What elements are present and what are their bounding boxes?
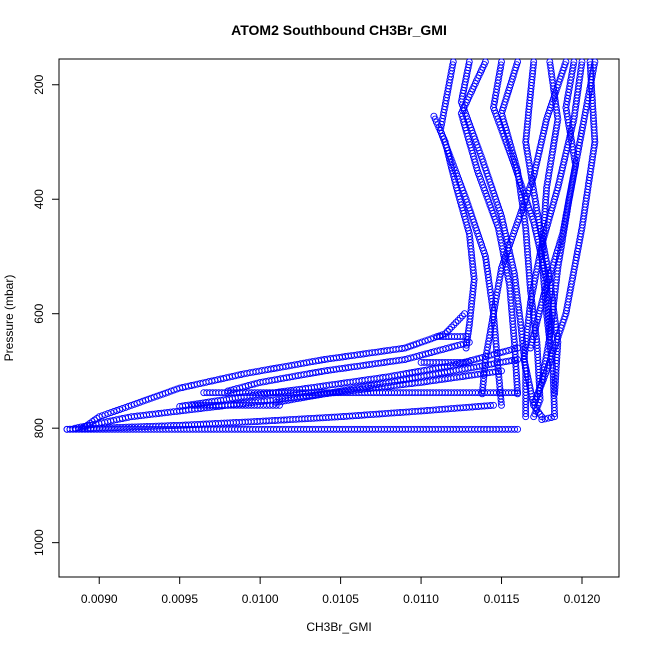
data-point — [101, 411, 109, 419]
data-point — [544, 414, 552, 422]
profile-series — [433, 333, 470, 341]
x-tick-label: 0.0105 — [322, 592, 359, 606]
profile-series — [430, 112, 478, 352]
data-point — [489, 210, 497, 217]
y-tick-label: 600 — [32, 303, 46, 323]
data-point — [457, 98, 465, 106]
data-point — [536, 410, 544, 418]
data-point — [110, 408, 118, 415]
data-point — [448, 323, 456, 331]
profile-series — [200, 389, 522, 397]
data-point — [471, 135, 479, 143]
y-tick-label: 1000 — [32, 529, 46, 556]
data-point — [497, 398, 505, 406]
chart-title: ATOM2 Southbound CH3Br_GMI — [231, 22, 447, 38]
data-point — [530, 413, 538, 421]
data-point — [476, 172, 483, 180]
data-point — [534, 390, 542, 398]
data-point — [543, 367, 551, 375]
data-point — [446, 325, 453, 333]
data-point — [127, 401, 135, 409]
data-point — [539, 376, 547, 383]
data-point — [546, 330, 554, 338]
data-point — [272, 401, 280, 409]
data-point — [107, 409, 115, 417]
data-point — [501, 135, 509, 143]
data-point — [551, 390, 559, 398]
data-point — [450, 321, 458, 329]
profile-series — [63, 425, 522, 433]
y-tick-label: 800 — [32, 418, 46, 438]
profile-series — [189, 401, 283, 409]
x-tick-label: 0.0100 — [242, 592, 279, 606]
data-point — [113, 407, 121, 414]
data-point — [256, 401, 264, 409]
y-axis-label: Pressure (mbar) — [2, 275, 16, 362]
data-point — [456, 314, 464, 322]
data-point — [125, 402, 132, 410]
x-tick-label: 0.0120 — [564, 592, 601, 606]
data-point — [88, 418, 96, 426]
data-point — [538, 378, 546, 386]
data-point — [511, 389, 519, 397]
data-point — [493, 112, 501, 120]
profile-series — [490, 58, 554, 341]
profile-series — [457, 58, 530, 421]
data-point — [476, 149, 484, 157]
data-point — [522, 413, 530, 421]
data-point — [527, 341, 535, 349]
data-point — [551, 413, 559, 421]
data-point — [459, 333, 467, 341]
data-point — [276, 401, 283, 409]
data-point — [122, 403, 130, 411]
x-tick-label: 0.0115 — [484, 592, 520, 606]
data-point — [119, 404, 127, 412]
data-point — [514, 425, 522, 433]
x-tick-label: 0.0090 — [81, 592, 118, 606]
data-point — [551, 387, 559, 395]
y-tick-label: 200 — [32, 74, 46, 94]
profile-series — [79, 310, 468, 432]
data-point — [269, 401, 277, 409]
data-point — [465, 358, 473, 366]
data-point — [462, 358, 470, 366]
data-point — [546, 333, 554, 341]
data-point — [481, 187, 489, 195]
data-point — [547, 414, 555, 421]
data-point — [468, 127, 476, 134]
data-point — [538, 413, 546, 421]
data-point — [530, 401, 538, 409]
data-point — [443, 328, 451, 335]
x-axis: 0.0090 0.0095 0.0100 0.0105 0.0110 0.0115 0.01… — [81, 576, 601, 606]
x-tick-label: 0.0110 — [403, 592, 439, 606]
data-point — [514, 389, 522, 397]
data-points — [63, 58, 599, 433]
data-point — [461, 310, 468, 318]
data-point — [522, 410, 530, 418]
profile-series — [224, 338, 473, 395]
data-point — [527, 344, 534, 352]
data-point — [454, 316, 462, 324]
data-point — [531, 398, 539, 406]
data-point — [104, 410, 112, 418]
x-axis-label: CH3Br_GMI — [306, 620, 371, 634]
data-point — [452, 319, 460, 327]
data-point — [511, 425, 519, 433]
data-point — [535, 408, 542, 416]
profile-series — [417, 358, 473, 366]
data-point — [492, 218, 500, 226]
data-point — [498, 401, 505, 409]
x-tick-label: 0.0095 — [161, 592, 198, 606]
y-axis: 200 400 600 800 1000 — [32, 74, 60, 556]
data-point — [95, 413, 103, 421]
data-point — [98, 412, 106, 420]
data-point — [458, 312, 466, 320]
data-point — [462, 333, 470, 341]
y-tick-label: 400 — [32, 189, 46, 209]
data-point — [506, 149, 514, 157]
profile-series — [530, 58, 599, 409]
data-point — [463, 112, 470, 120]
profile-series — [176, 344, 522, 410]
